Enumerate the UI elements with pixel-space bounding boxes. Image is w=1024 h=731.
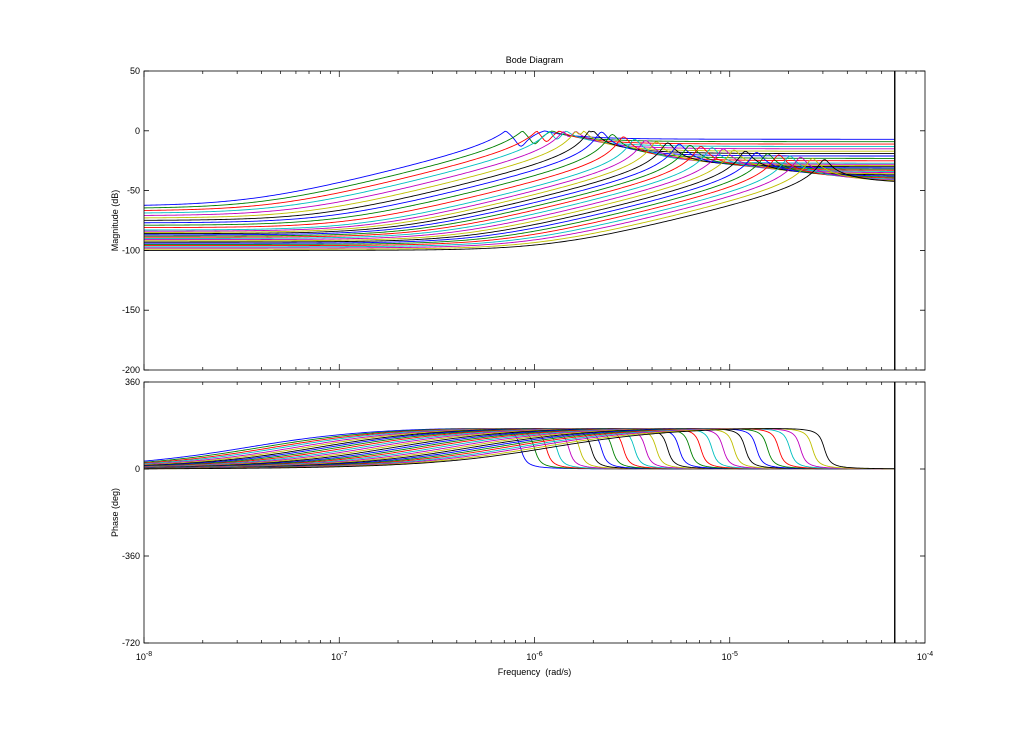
magnitude-ytick-label: -150 <box>122 305 140 315</box>
magnitude-series-12 <box>143 140 895 232</box>
magnitude-series-13 <box>144 141 895 233</box>
x-tick-label-1: 10-8 <box>136 651 152 662</box>
magnitude-frame <box>143 70 926 371</box>
phase-ytick-label: -720 <box>122 638 140 648</box>
magnitude-plot: 50 0 -50 -100 -150 -200 <box>122 66 926 375</box>
magnitude-series-7 <box>143 130 895 221</box>
magnitude-series-21 <box>144 150 895 243</box>
frequency-axis-label: Frequency (rad/s) <box>498 667 572 677</box>
phase-ytick-label: -360 <box>122 551 140 561</box>
x-tick-label-5: 10-4 <box>917 651 933 662</box>
phase-plot: 360 0 -360 -720 10-8 10-7 10-6 10-5 10-4 <box>122 377 933 662</box>
magnitude-axis-label: Magnitude (dB) <box>110 190 120 252</box>
magnitude-series-20 <box>144 149 895 242</box>
phase-frame <box>143 381 926 644</box>
magnitude-series-3 <box>143 130 895 211</box>
magnitude-ytick-label: 0 <box>135 126 140 136</box>
magnitude-series-26 <box>144 156 895 249</box>
x-tick-label-3: 10-6 <box>526 651 542 662</box>
magnitude-series-1 <box>143 130 895 206</box>
magnitude-series-2 <box>143 130 895 209</box>
magnitude-series-4 <box>143 130 895 214</box>
phase-axis-label: Phase (deg) <box>110 488 120 537</box>
magnitude-series-10 <box>143 136 895 229</box>
magnitude-series-23 <box>144 153 895 245</box>
phase-ytick-label: 360 <box>125 377 140 387</box>
magnitude-series-9 <box>144 133 895 226</box>
magnitude-series-5 <box>143 131 895 216</box>
magnitude-series-27 <box>144 157 895 250</box>
magnitude-ytick-label: -50 <box>127 186 140 196</box>
magnitude-ytick-label: -200 <box>122 365 140 375</box>
magnitude-series-22 <box>144 151 895 244</box>
magnitude-series-14 <box>144 142 895 235</box>
magnitude-series-16 <box>144 144 895 237</box>
magnitude-series-28 <box>144 159 895 251</box>
x-tick-label-2: 10-7 <box>331 651 347 662</box>
magnitude-series-24 <box>144 154 895 247</box>
x-tick-label-4: 10-5 <box>722 651 738 662</box>
magnitude-ytick-label: -100 <box>122 245 140 255</box>
chart-title: Bode Diagram <box>506 55 564 65</box>
magnitude-series-25 <box>144 155 895 248</box>
magnitude-series-8 <box>143 131 895 224</box>
magnitude-ytick-label: 50 <box>130 66 140 76</box>
magnitude-series-18 <box>144 147 895 239</box>
phase-series-28 <box>144 428 895 470</box>
phase-ytick-label: 0 <box>135 464 140 474</box>
magnitude-series-6 <box>143 130 895 219</box>
